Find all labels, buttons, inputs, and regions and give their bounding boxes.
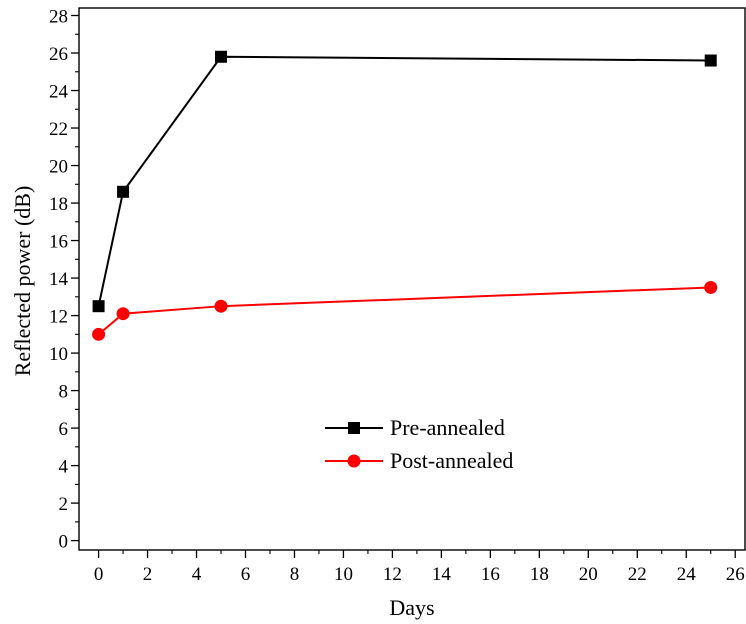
y-tick-label: 2 (59, 494, 69, 515)
data-point-post-annealed (704, 280, 718, 294)
y-tick-label: 28 (49, 7, 68, 28)
y-axis-title: Reflected power (dB) (10, 186, 35, 377)
x-tick-label: 16 (481, 564, 500, 585)
x-axis-title: Days (389, 595, 434, 620)
legend-label-post-annealed: Post-annealed (390, 448, 513, 473)
x-tick-label: 0 (94, 564, 104, 585)
data-point-pre-annealed (92, 300, 105, 313)
data-point-pre-annealed (704, 54, 717, 67)
x-axis: 0 2 4 6 8 10 12 14 16 18 20 22 24 26 (94, 550, 745, 585)
x-tick-label: 4 (192, 564, 202, 585)
x-tick-label: 8 (290, 564, 300, 585)
legend-marker-post-annealed (347, 454, 361, 468)
x-tick-label: 12 (383, 564, 402, 585)
data-point-pre-annealed (215, 50, 228, 63)
x-tick-label: 2 (143, 564, 153, 585)
series-layer (92, 50, 718, 341)
y-tick-label: 20 (49, 157, 68, 178)
series-line-post-annealed (97, 286, 711, 336)
x-tick-label: 6 (241, 564, 251, 585)
data-point-pre-annealed (117, 185, 130, 198)
legend-marker-pre-annealed (348, 422, 360, 434)
legend: Pre-annealed Post-annealed (325, 415, 513, 473)
y-tick-label: 4 (59, 457, 69, 478)
series-line-pre-annealed (97, 55, 711, 307)
x-tick-label: 14 (432, 564, 452, 585)
plot-border (78, 7, 746, 551)
data-point-post-annealed (92, 327, 106, 341)
x-tick-label: 20 (579, 564, 598, 585)
x-tick-label: 22 (628, 564, 647, 585)
plot-frame (78, 7, 746, 551)
x-tick-label: 10 (334, 564, 353, 585)
y-tick-label: 0 (59, 532, 69, 553)
y-tick-label: 16 (49, 232, 68, 253)
y-tick-label: 22 (49, 119, 68, 140)
data-point-post-annealed (116, 307, 130, 321)
x-tick-label: 24 (677, 564, 697, 585)
y-tick-label: 12 (49, 307, 68, 328)
y-tick-label: 14 (49, 269, 69, 290)
y-tick-label: 26 (49, 44, 68, 65)
y-tick-label: 18 (49, 194, 68, 215)
x-tick-label: 26 (726, 564, 745, 585)
data-point-post-annealed (214, 299, 228, 313)
y-tick-label: 10 (49, 344, 68, 365)
x-tick-label: 18 (530, 564, 549, 585)
y-tick-label: 8 (59, 382, 69, 403)
y-tick-label: 24 (49, 82, 69, 103)
legend-label-pre-annealed: Pre-annealed (390, 415, 505, 440)
y-tick-label: 6 (59, 419, 69, 440)
